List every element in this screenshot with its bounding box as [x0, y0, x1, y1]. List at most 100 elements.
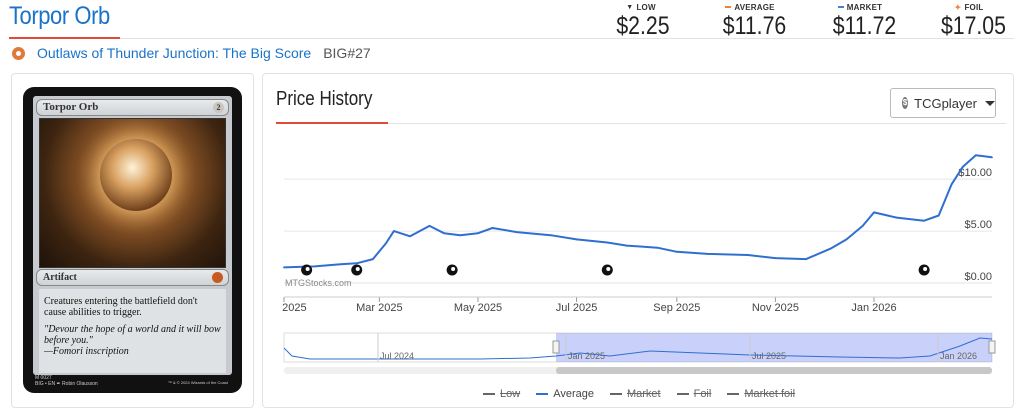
data-point: [656, 246, 659, 249]
price-foil: ✦ FOIL $17.05: [936, 2, 1006, 41]
navigator-label: Jan 2025: [568, 351, 605, 361]
card-flavor-text: "Devour the hope of a world and it will …: [44, 324, 221, 346]
chevron-down-icon: [985, 100, 995, 106]
data-point: [428, 224, 431, 227]
card-title: Torpor Orb: [9, 2, 110, 30]
price-average-label: AVERAGE: [734, 2, 775, 12]
legend-item-low[interactable]: Low: [483, 388, 520, 400]
card-image[interactable]: Torpor Orb 2 Artifact Creatures entering…: [23, 87, 242, 393]
card-set-symbol-icon: [212, 272, 223, 283]
navigator-scrollbar-thumb[interactable]: [556, 367, 992, 374]
data-point: [962, 165, 964, 168]
market-line-icon: [837, 6, 844, 8]
legend-label: Low: [500, 388, 521, 400]
y-tick-label: $5.00: [964, 219, 992, 231]
card-type: Artifact: [43, 272, 77, 283]
dollar-icon: $: [902, 97, 909, 109]
legend-swatch: [676, 393, 689, 395]
data-point: [459, 234, 462, 237]
orb-art: [100, 139, 172, 211]
data-point: [706, 253, 709, 255]
data-point: [625, 244, 628, 247]
source-dropdown[interactable]: $ TCGplayer: [890, 88, 996, 118]
y-tick-label: $10.00: [958, 167, 992, 179]
data-point: [515, 231, 518, 234]
data-point: [491, 227, 494, 229]
legend-swatch: [727, 393, 740, 395]
set-link[interactable]: Outlaws of Thunder Junction: The Big Sco…: [37, 45, 312, 61]
data-point: [873, 211, 875, 214]
price-chart[interactable]: $0.00 $5.00 $10.00 MTGStocks.com Jan 2025 Mar…: [280, 140, 1000, 385]
navigator-label: Jan 2026: [940, 351, 977, 361]
data-point: [747, 254, 749, 256]
legend-swatch: [536, 393, 549, 395]
mana-cost-icon: 2: [213, 102, 224, 113]
x-tick-label: Jan 2025: [280, 302, 307, 314]
price-foil-value: $17.05: [940, 12, 1006, 40]
data-point: [805, 258, 808, 261]
data-point: [991, 156, 993, 159]
navigator-label: Jul 2024: [380, 351, 414, 361]
price-low-value: $2.25: [616, 12, 670, 40]
legend-item-average[interactable]: Average: [536, 388, 594, 400]
data-point: [355, 262, 358, 265]
data-point: [950, 183, 953, 186]
legend-swatch: [609, 393, 622, 395]
series-line-average[interactable]: [283, 154, 993, 269]
price-market: MARKET $11.72: [828, 2, 897, 41]
down-caret-icon: ▼: [626, 3, 634, 11]
price-market-label: MARKET: [846, 2, 883, 12]
price-average: AVERAGE $11.76: [718, 2, 787, 41]
chart-divider: [388, 123, 1006, 124]
navigator-handle-left[interactable]: [552, 340, 560, 354]
set-symbol-icon: [12, 46, 25, 60]
source-label: TCGplayer: [914, 95, 977, 111]
x-tick-label: Nov 2025: [752, 302, 799, 314]
legend-item-market[interactable]: Market: [609, 388, 661, 400]
data-point: [283, 266, 285, 269]
price-average-value: $11.76: [722, 12, 787, 40]
navigator-handle-right[interactable]: [988, 340, 996, 354]
data-point: [937, 214, 940, 217]
set-release-icon-1-highlight: [305, 267, 310, 271]
data-point: [313, 265, 316, 268]
card-footer-right: ™ & © 2024 Wizards of the Coast: [167, 380, 228, 385]
set-row: Outlaws of Thunder Junction: The Big Sco…: [12, 45, 371, 61]
legend-swatch: [483, 393, 495, 395]
data-point: [606, 241, 609, 244]
watermark: MTGStocks.com: [285, 278, 352, 288]
legend-item-foil[interactable]: Foil: [676, 388, 712, 400]
data-point: [409, 235, 411, 238]
y-tick-label: $0.00: [964, 271, 992, 283]
data-point: [829, 247, 832, 250]
set-release-icon-4-highlight: [606, 267, 611, 271]
set-release-icon-5-highlight: [923, 267, 928, 271]
x-tick-label: Jul 2025: [556, 302, 598, 314]
data-point: [774, 257, 777, 259]
price-market-value: $11.72: [832, 12, 897, 40]
x-tick-label: Sep 2025: [653, 302, 700, 314]
data-point: [923, 219, 926, 222]
chart-title-underline: [276, 122, 388, 124]
x-tick-label: Mar 2025: [356, 302, 402, 314]
data-point: [393, 230, 395, 232]
set-release-icon-2-highlight: [355, 267, 360, 271]
title-underline: [9, 37, 120, 39]
x-tick-label: May 2025: [454, 302, 502, 314]
navigator-series: [283, 337, 993, 360]
card-art: [39, 118, 226, 268]
data-point: [443, 232, 445, 235]
navigator-label: Jul 2025: [752, 351, 786, 361]
data-point: [372, 258, 374, 261]
card-text-box: Creatures entering the battlefield don't…: [39, 289, 226, 373]
legend-item-market-foil[interactable]: Market foil: [727, 388, 795, 400]
legend-label: Foil: [693, 388, 712, 400]
x-tick-label: Jan 2026: [851, 302, 896, 314]
chart-legend: Low Average Market Foil Market foil: [483, 388, 795, 400]
card-footer-left: M 0027 BIG • EN ✒ Robin Olausson: [35, 375, 98, 387]
average-line-icon: [725, 6, 732, 8]
legend-label: Market: [626, 388, 661, 400]
data-point: [974, 154, 977, 157]
legend-label: Average: [553, 388, 594, 400]
card-type-bar: Artifact: [36, 269, 229, 286]
